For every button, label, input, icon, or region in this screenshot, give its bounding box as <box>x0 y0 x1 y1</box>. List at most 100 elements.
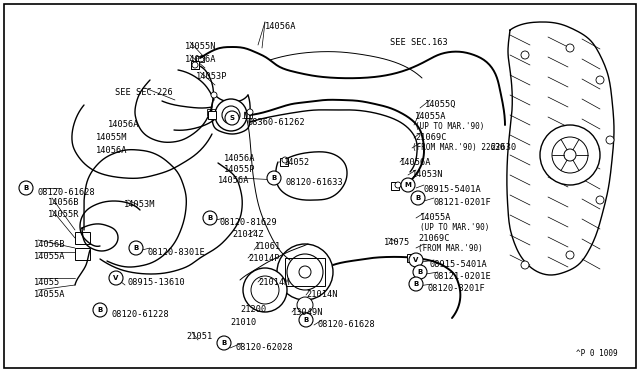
Text: 14055N: 14055N <box>185 42 216 51</box>
Text: 14056A: 14056A <box>224 154 255 163</box>
Text: 14055Q: 14055Q <box>425 100 456 109</box>
Text: 14053M: 14053M <box>124 200 156 209</box>
Circle shape <box>299 313 313 327</box>
Text: 14056A: 14056A <box>400 158 431 167</box>
Circle shape <box>251 276 279 304</box>
Text: B: B <box>417 269 422 275</box>
Text: SEE SEC.226: SEE SEC.226 <box>115 88 173 97</box>
Text: 21014M: 21014M <box>258 278 289 287</box>
Bar <box>191 61 199 69</box>
Text: S: S <box>230 115 234 121</box>
Circle shape <box>596 196 604 204</box>
Text: 14056A: 14056A <box>108 120 140 129</box>
Bar <box>391 182 399 190</box>
Text: 08915-5401A: 08915-5401A <box>424 185 482 194</box>
Text: 14056A: 14056A <box>96 146 127 155</box>
Text: 21200: 21200 <box>240 305 266 314</box>
Text: 08915-5401A: 08915-5401A <box>430 260 488 269</box>
Bar <box>75 248 90 260</box>
Bar <box>407 254 415 262</box>
Text: 14056B: 14056B <box>34 240 65 249</box>
Circle shape <box>521 51 529 59</box>
Text: B: B <box>415 195 420 201</box>
Text: 08120-8301E: 08120-8301E <box>148 248 205 257</box>
Text: B: B <box>271 175 276 181</box>
Text: (FROM MAR.'90): (FROM MAR.'90) <box>418 244 483 253</box>
Text: B: B <box>207 215 212 221</box>
Text: 08120-61628: 08120-61628 <box>318 320 376 329</box>
Bar <box>207 109 215 115</box>
Circle shape <box>395 182 401 188</box>
Bar <box>285 258 325 286</box>
Circle shape <box>109 271 123 285</box>
Text: 14055: 14055 <box>34 278 60 287</box>
Circle shape <box>215 99 247 131</box>
Circle shape <box>243 268 287 312</box>
Text: 08120-62028: 08120-62028 <box>236 343 294 352</box>
Text: B: B <box>24 185 29 191</box>
Bar <box>75 232 90 244</box>
Circle shape <box>409 277 423 291</box>
Text: 14053N: 14053N <box>412 170 444 179</box>
Text: 14055A: 14055A <box>415 112 447 121</box>
Circle shape <box>287 254 323 290</box>
Text: 21014P: 21014P <box>248 254 280 263</box>
Text: 21069C: 21069C <box>415 133 447 142</box>
Circle shape <box>129 241 143 255</box>
Circle shape <box>222 106 240 124</box>
Text: 08120-61628: 08120-61628 <box>38 188 96 197</box>
Circle shape <box>247 109 253 115</box>
Text: 14052: 14052 <box>284 158 310 167</box>
Text: 22630: 22630 <box>490 143 516 152</box>
Text: 14055A: 14055A <box>420 213 451 222</box>
Bar <box>244 112 252 118</box>
Text: 14055A: 14055A <box>34 290 65 299</box>
Bar <box>208 111 216 119</box>
Text: B: B <box>97 307 102 313</box>
Text: 14056A: 14056A <box>185 55 216 64</box>
Text: 14055R: 14055R <box>48 210 79 219</box>
Text: 14055P: 14055P <box>224 165 255 174</box>
Circle shape <box>211 92 217 98</box>
Text: 14075: 14075 <box>384 238 410 247</box>
Text: 21014Z: 21014Z <box>232 230 264 239</box>
Text: 08120-61228: 08120-61228 <box>112 310 170 319</box>
Circle shape <box>277 244 333 300</box>
Circle shape <box>299 266 311 278</box>
Circle shape <box>552 137 588 173</box>
Text: 08120-81629: 08120-81629 <box>220 218 278 227</box>
Text: V: V <box>113 275 118 281</box>
Bar <box>191 63 199 69</box>
Circle shape <box>413 265 427 279</box>
Text: 08120-8201F: 08120-8201F <box>428 284 486 293</box>
Text: 08121-0201F: 08121-0201F <box>434 198 492 207</box>
Circle shape <box>566 251 574 259</box>
Circle shape <box>401 178 415 192</box>
Bar <box>196 56 204 62</box>
Text: 08360-61262: 08360-61262 <box>248 118 306 127</box>
Text: 14055M: 14055M <box>96 133 127 142</box>
Text: 13049N: 13049N <box>292 308 323 317</box>
Text: 11061: 11061 <box>255 242 281 251</box>
Text: 08120-61633: 08120-61633 <box>285 178 343 187</box>
Text: SEE SEC.163: SEE SEC.163 <box>390 38 448 47</box>
Text: 14055A: 14055A <box>34 252 65 261</box>
Text: B: B <box>303 317 308 323</box>
Text: B: B <box>133 245 139 251</box>
Circle shape <box>225 111 239 125</box>
Circle shape <box>521 261 529 269</box>
Text: 14056A: 14056A <box>265 22 296 31</box>
Text: (UP TO MAR.'90): (UP TO MAR.'90) <box>420 223 490 232</box>
Text: 08915-13610: 08915-13610 <box>128 278 186 287</box>
Circle shape <box>411 191 425 205</box>
Text: 14053P: 14053P <box>196 72 227 81</box>
Circle shape <box>596 76 604 84</box>
Circle shape <box>409 253 423 267</box>
Text: 21014N: 21014N <box>306 290 337 299</box>
Bar <box>280 158 288 166</box>
Circle shape <box>282 157 288 163</box>
Text: 14056A: 14056A <box>218 176 250 185</box>
Text: (FROM MAR.'90) 22630: (FROM MAR.'90) 22630 <box>412 143 504 152</box>
Text: 21069C: 21069C <box>418 234 449 243</box>
Circle shape <box>566 44 574 52</box>
